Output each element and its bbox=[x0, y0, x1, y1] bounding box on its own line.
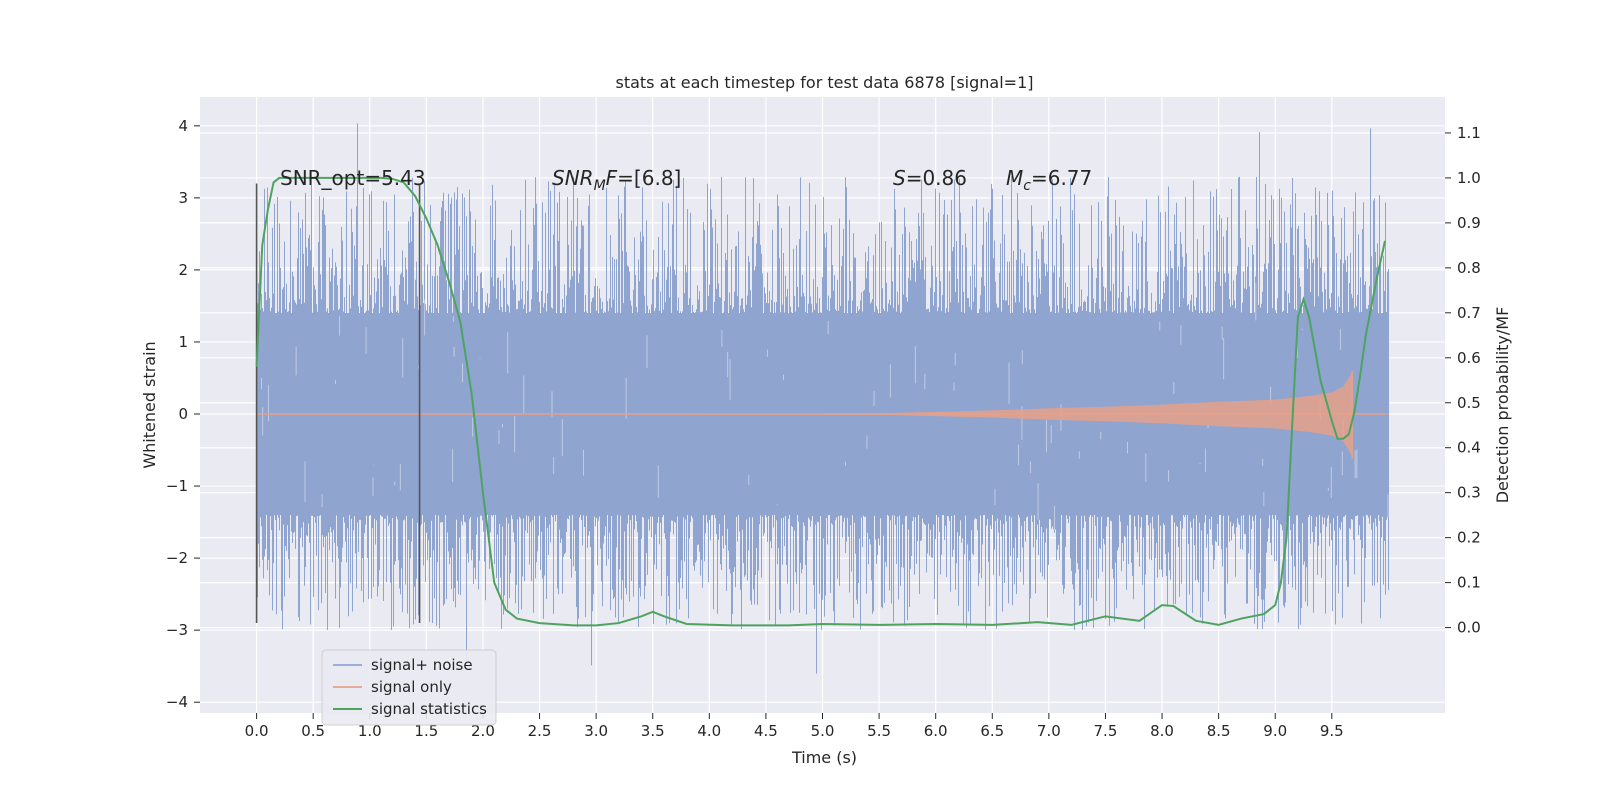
x-tick-label: 7.0 bbox=[1037, 722, 1061, 740]
x-tick-label: 8.0 bbox=[1150, 722, 1174, 740]
y-tick-label: −1 bbox=[166, 477, 188, 495]
x-tick-label: 9.0 bbox=[1263, 722, 1287, 740]
x-tick-label: 5.0 bbox=[811, 722, 835, 740]
x-tick-label: 5.5 bbox=[867, 722, 891, 740]
x-tick-label: 3.5 bbox=[641, 722, 665, 740]
y-tick-label: −3 bbox=[166, 621, 188, 639]
y-right-tick-label: 0.5 bbox=[1457, 394, 1481, 412]
x-axis-label: Time (s) bbox=[791, 748, 857, 767]
annotation-snr-opt: SNR_opt=5.43 bbox=[280, 166, 426, 190]
y-right-tick-label: 0.7 bbox=[1457, 304, 1481, 322]
y-tick-label: 3 bbox=[178, 189, 188, 207]
ticks: 0.0 0.5 1.0 1.5 2.0 2.5 3.0 3.5 4.0 4.5 5.0 5.5 6.0 6… bbox=[166, 117, 1481, 740]
legend-box bbox=[321, 649, 497, 726]
x-tick-label: 9.5 bbox=[1320, 722, 1344, 740]
x-tick-label: 8.5 bbox=[1207, 722, 1231, 740]
y-right-tick-label: 0.3 bbox=[1457, 484, 1481, 502]
legend-label: signal+ noise bbox=[371, 656, 473, 674]
x-tick-label: 6.5 bbox=[980, 722, 1004, 740]
noise-gaps bbox=[261, 282, 1389, 531]
legend-label: signal only bbox=[371, 678, 452, 696]
x-tick-label: 0.5 bbox=[301, 722, 325, 740]
y-right-tick-label: 0.4 bbox=[1457, 439, 1481, 457]
x-tick-label: 1.0 bbox=[358, 722, 382, 740]
legend-label: signal statistics bbox=[371, 700, 487, 718]
annotation-snr-mf: SNRMF=[6.8] bbox=[552, 166, 681, 194]
y-tick-label: −2 bbox=[166, 549, 188, 567]
x-tick-label: 4.5 bbox=[754, 722, 778, 740]
y-tick-label: 4 bbox=[178, 117, 188, 135]
y-tick-label: 0 bbox=[178, 405, 188, 423]
y-right-tick-label: 1.1 bbox=[1457, 124, 1481, 142]
legend: signal+ noise signal only signal statistic… bbox=[321, 649, 497, 726]
x-tick-label: 3.0 bbox=[584, 722, 608, 740]
series-signal-statistics bbox=[255, 176, 1386, 627]
series-signal-noise bbox=[256, 123, 1389, 674]
y-right-axis-label: Detection probability/MF bbox=[1493, 307, 1512, 504]
x-tick-label: 1.5 bbox=[414, 722, 438, 740]
annotation-s: S=0.86 bbox=[893, 166, 967, 190]
x-tick-label: 7.5 bbox=[1094, 722, 1118, 740]
y-right-tick-label: 0.2 bbox=[1457, 529, 1481, 547]
y-right-tick-label: 0.6 bbox=[1457, 349, 1481, 367]
y-axis-label: Whitened strain bbox=[140, 341, 159, 468]
x-tick-label: 2.0 bbox=[471, 722, 495, 740]
x-tick-label: 0.0 bbox=[245, 722, 269, 740]
y-right-tick-label: 0.0 bbox=[1457, 619, 1481, 637]
y-right-tick-label: 0.1 bbox=[1457, 574, 1481, 592]
chart-title: stats at each timestep for test data 687… bbox=[615, 73, 1033, 92]
y-right-tick-label: 0.8 bbox=[1457, 259, 1481, 277]
annotation-mc: Mc=6.77 bbox=[1006, 166, 1092, 194]
y-tick-label: 1 bbox=[178, 333, 188, 351]
y-tick-label: 2 bbox=[178, 261, 188, 279]
y-tick-label: −4 bbox=[166, 693, 188, 711]
x-tick-label: 2.5 bbox=[528, 722, 552, 740]
y-right-tick-label: 1.0 bbox=[1457, 169, 1481, 187]
x-tick-label: 6.0 bbox=[924, 722, 948, 740]
x-tick-label: 4.0 bbox=[697, 722, 721, 740]
y-right-tick-label: 0.9 bbox=[1457, 214, 1481, 232]
